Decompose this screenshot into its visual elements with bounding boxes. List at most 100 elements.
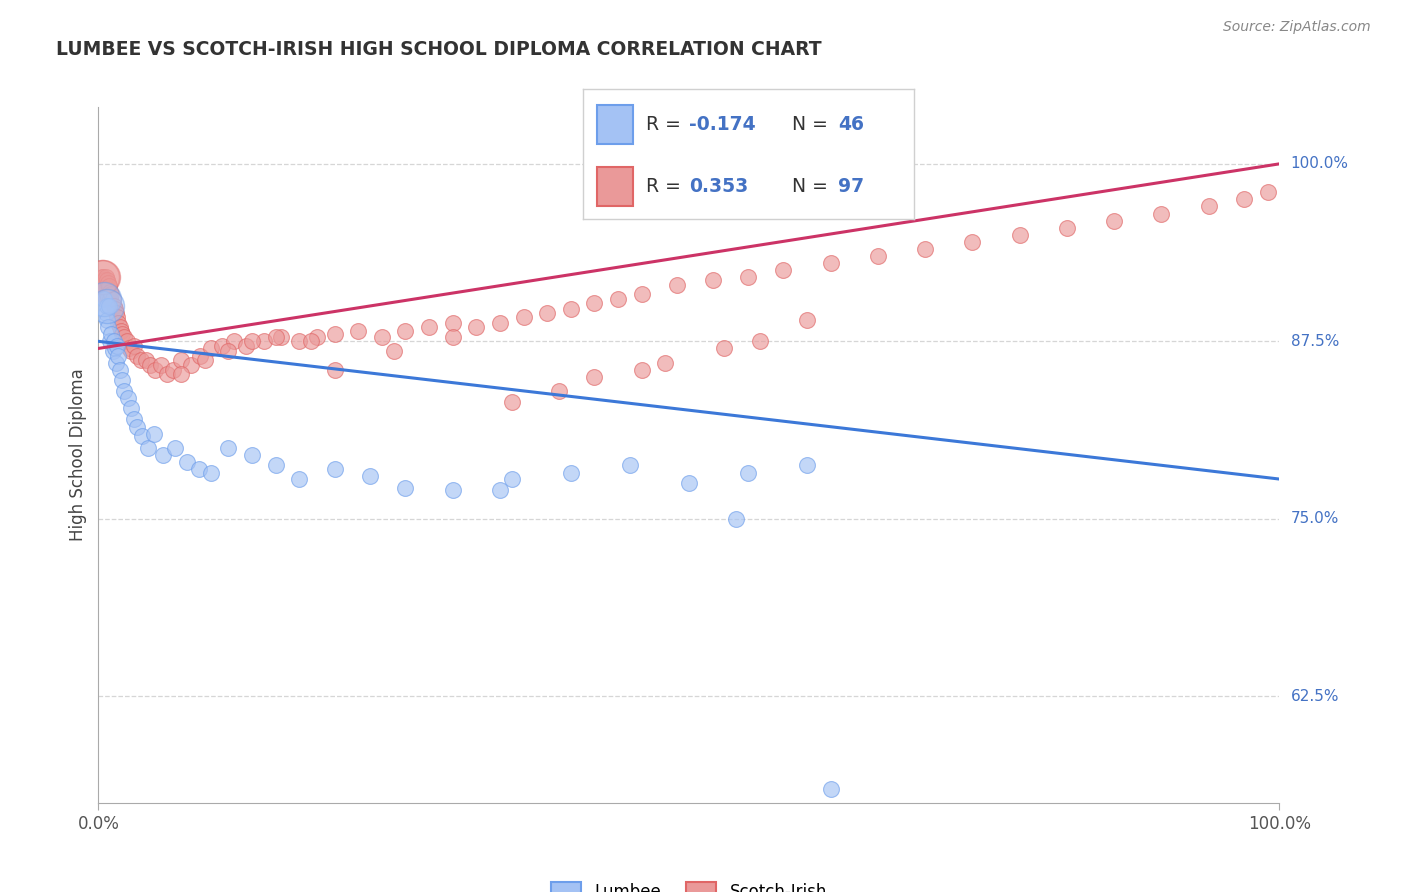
Text: 62.5%: 62.5% (1291, 689, 1339, 704)
Point (224, 334, 246, 349)
Point (188, 349, 211, 363)
Point (98, 285, 121, 299)
Point (98, 334, 121, 349)
Point (583, 369, 606, 384)
Point (914, 242, 936, 256)
Point (501, 395, 523, 409)
Point (115, 334, 138, 349)
Legend: Lumbee, Scotch-Irish: Lumbee, Scotch-Irish (543, 874, 835, 892)
Text: R =: R = (647, 114, 688, 134)
Point (176, 455, 198, 469)
Point (465, 320, 488, 334)
Point (1233, 192, 1256, 206)
Point (737, 467, 759, 481)
Point (748, 334, 770, 349)
Point (121, 344, 143, 359)
FancyBboxPatch shape (596, 167, 633, 206)
Point (91, 285, 114, 299)
Point (97, 320, 120, 334)
Text: R =: R = (647, 177, 688, 195)
Point (180, 359, 202, 373)
Point (91, 287, 114, 301)
Point (122, 412, 145, 426)
Text: 46: 46 (838, 114, 863, 134)
Point (98, 292, 121, 306)
Point (548, 384, 571, 398)
Point (1257, 186, 1279, 200)
Point (94, 292, 117, 306)
Point (105, 310, 128, 325)
Point (139, 359, 162, 373)
Point (264, 458, 287, 472)
Point (536, 306, 558, 320)
Point (394, 325, 416, 339)
Point (100, 287, 122, 301)
Point (121, 401, 143, 415)
Text: LUMBEE VS SCOTCH-IRISH HIGH SCHOOL DIPLOMA CORRELATION CHART: LUMBEE VS SCOTCH-IRISH HIGH SCHOOL DIPLO… (56, 40, 823, 59)
Point (117, 391, 139, 405)
Point (866, 249, 889, 263)
Point (118, 342, 141, 356)
Point (323, 327, 346, 342)
Point (1198, 199, 1220, 213)
Point (394, 481, 416, 495)
Point (100, 327, 122, 342)
Point (170, 352, 193, 367)
Point (94, 306, 117, 320)
Point (347, 325, 370, 339)
Point (820, 781, 842, 796)
Point (583, 296, 606, 310)
Point (108, 320, 131, 334)
Point (288, 472, 311, 486)
Point (91, 270, 114, 285)
Point (152, 448, 174, 462)
Text: -0.174: -0.174 (689, 114, 756, 134)
Point (630, 287, 652, 301)
Point (489, 316, 512, 330)
Point (165, 441, 187, 455)
Point (91, 270, 114, 285)
FancyBboxPatch shape (596, 104, 633, 144)
Point (678, 476, 700, 491)
Point (560, 301, 582, 316)
Point (103, 299, 125, 313)
Point (93, 292, 115, 306)
Point (104, 342, 127, 356)
Point (162, 362, 184, 376)
Point (91, 270, 114, 285)
Point (264, 330, 287, 344)
Point (211, 338, 233, 352)
Point (560, 467, 582, 481)
Point (619, 458, 641, 472)
Point (441, 483, 464, 498)
Point (93, 292, 115, 306)
Point (150, 359, 173, 373)
Point (418, 320, 440, 334)
Point (107, 316, 129, 330)
Point (96, 273, 118, 287)
Point (725, 512, 748, 526)
Point (136, 441, 159, 455)
Point (108, 362, 131, 376)
Text: N =: N = (792, 177, 834, 195)
Point (105, 306, 128, 320)
Point (187, 462, 209, 476)
Point (112, 330, 135, 344)
Point (501, 472, 523, 486)
Point (299, 334, 322, 349)
Point (441, 330, 464, 344)
Point (194, 352, 217, 367)
Point (666, 277, 689, 292)
Point (441, 316, 464, 330)
Point (217, 344, 239, 359)
Text: Source: ZipAtlas.com: Source: ZipAtlas.com (1223, 20, 1371, 34)
Point (97, 276, 120, 290)
Point (93, 273, 115, 287)
Point (170, 367, 193, 381)
Point (96, 299, 118, 313)
Point (654, 356, 676, 370)
Point (131, 429, 153, 443)
Point (135, 352, 157, 367)
Point (127, 349, 149, 363)
Point (127, 419, 149, 434)
